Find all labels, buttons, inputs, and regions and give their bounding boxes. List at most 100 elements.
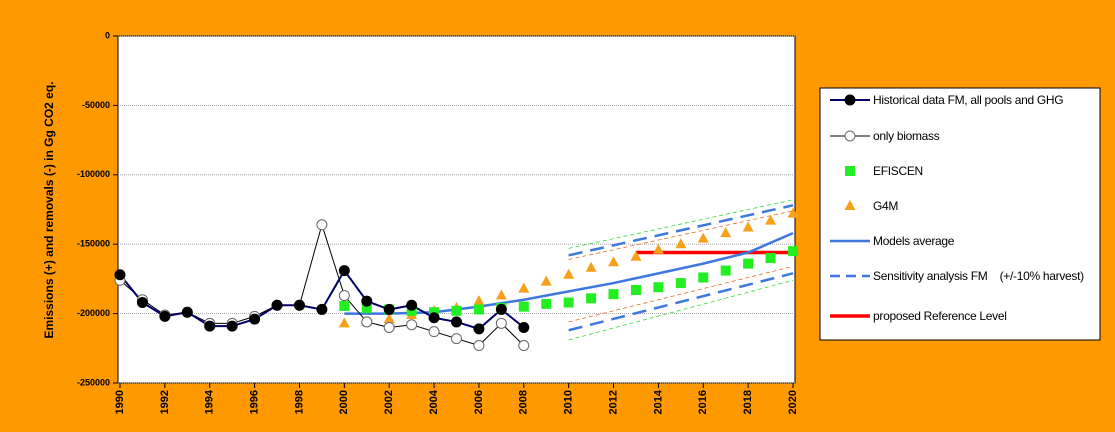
marker bbox=[338, 265, 350, 277]
marker bbox=[428, 312, 440, 324]
marker bbox=[845, 166, 855, 176]
y-tick-label: -200000 bbox=[77, 308, 110, 318]
x-tick-label: 1990 bbox=[114, 390, 126, 414]
marker bbox=[406, 319, 418, 331]
marker bbox=[271, 299, 283, 311]
marker bbox=[518, 282, 530, 293]
marker bbox=[361, 303, 372, 314]
marker bbox=[652, 243, 664, 254]
marker bbox=[249, 313, 261, 325]
marker bbox=[518, 301, 529, 312]
marker bbox=[181, 306, 193, 318]
marker bbox=[630, 250, 642, 261]
marker bbox=[765, 214, 777, 225]
marker bbox=[473, 304, 484, 315]
marker bbox=[361, 295, 373, 307]
legend-label: EFISCEN bbox=[873, 164, 923, 178]
y-tick-label: -250000 bbox=[77, 377, 110, 387]
marker bbox=[473, 323, 485, 335]
marker bbox=[428, 326, 440, 338]
marker bbox=[720, 227, 732, 238]
marker bbox=[226, 320, 238, 332]
marker bbox=[787, 207, 799, 218]
legend-label: Historical data FM, all pools and GHG bbox=[873, 93, 1064, 107]
x-tick-label: 2010 bbox=[563, 390, 575, 414]
marker bbox=[451, 316, 462, 328]
marker bbox=[293, 299, 305, 311]
marker bbox=[473, 340, 485, 352]
legend-box bbox=[819, 87, 1101, 341]
legend-label: proposed Reference Level bbox=[873, 309, 1007, 323]
marker bbox=[159, 310, 171, 322]
marker bbox=[743, 258, 754, 269]
x-tick-label: 1996 bbox=[249, 390, 261, 414]
series-line bbox=[344, 231, 794, 315]
marker bbox=[698, 272, 709, 283]
marker bbox=[844, 94, 856, 106]
x-tick-label: 2014 bbox=[652, 389, 664, 414]
y-tick-label: -50000 bbox=[82, 100, 110, 110]
legend-label: Models average bbox=[873, 234, 955, 248]
marker bbox=[383, 321, 395, 333]
x-tick-label: 2002 bbox=[383, 390, 395, 414]
marker bbox=[697, 232, 709, 243]
marker bbox=[114, 269, 126, 281]
marker bbox=[844, 200, 856, 210]
marker bbox=[495, 303, 507, 315]
x-tick-label: 1992 bbox=[159, 390, 171, 414]
marker bbox=[608, 289, 619, 300]
series-line bbox=[568, 204, 794, 257]
x-tick-label: 2012 bbox=[607, 390, 619, 414]
series-line bbox=[568, 279, 794, 341]
marker bbox=[844, 130, 856, 142]
x-tick-label: 1994 bbox=[204, 389, 216, 414]
marker bbox=[540, 275, 552, 286]
x-tick-label: 2004 bbox=[428, 389, 440, 414]
marker bbox=[316, 219, 328, 231]
marker bbox=[518, 340, 530, 352]
marker bbox=[136, 296, 148, 308]
marker bbox=[339, 300, 350, 311]
y-tick-label: 0 bbox=[105, 30, 110, 40]
marker bbox=[563, 297, 574, 308]
plot-area bbox=[117, 35, 796, 384]
marker bbox=[788, 246, 798, 257]
marker bbox=[563, 268, 575, 279]
marker bbox=[653, 282, 664, 293]
marker bbox=[338, 290, 350, 302]
marker bbox=[361, 316, 373, 328]
marker bbox=[630, 285, 641, 296]
marker bbox=[451, 333, 462, 345]
marker bbox=[541, 298, 552, 309]
marker bbox=[473, 295, 485, 306]
marker bbox=[495, 289, 507, 300]
y-axis-label: Emissions (+) and removals (-) in Gg CO2… bbox=[42, 81, 56, 338]
marker bbox=[451, 305, 462, 316]
series-line bbox=[568, 199, 794, 249]
marker bbox=[765, 253, 776, 264]
marker bbox=[585, 261, 597, 272]
x-tick-label: 1998 bbox=[293, 390, 305, 414]
marker bbox=[518, 321, 530, 333]
series-line bbox=[568, 210, 794, 260]
marker bbox=[720, 265, 731, 276]
marker bbox=[406, 299, 418, 311]
x-tick-label: 2006 bbox=[473, 390, 485, 414]
marker bbox=[742, 221, 754, 232]
marker bbox=[383, 303, 395, 315]
x-tick-label: 2000 bbox=[338, 390, 350, 414]
y-tick-label: -100000 bbox=[77, 169, 110, 179]
marker bbox=[495, 317, 507, 329]
series-line bbox=[568, 266, 794, 323]
marker bbox=[608, 256, 620, 267]
legend-label: only biomass bbox=[873, 129, 940, 143]
marker bbox=[383, 313, 395, 324]
marker bbox=[406, 305, 417, 316]
marker bbox=[586, 293, 597, 304]
marker bbox=[204, 320, 216, 332]
legend-label: Sensitivity analysis FM (+/-10% harvest) bbox=[873, 269, 1084, 283]
legend-label: G4M bbox=[873, 199, 899, 213]
marker bbox=[316, 303, 328, 315]
